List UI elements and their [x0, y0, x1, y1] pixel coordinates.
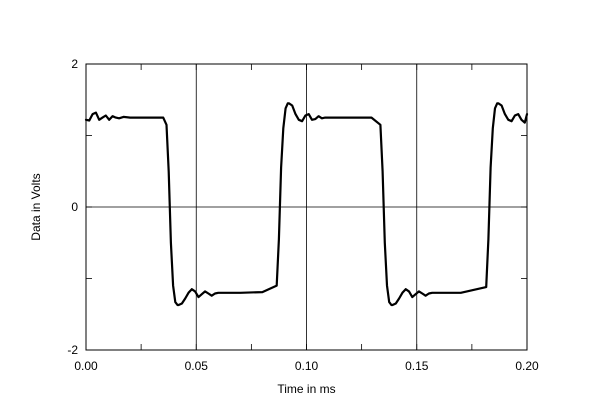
x-tick-label: 0.15	[405, 359, 429, 373]
x-tick-label: 0.05	[185, 359, 209, 373]
x-tick-label: 0.20	[515, 359, 539, 373]
grid	[86, 64, 527, 350]
y-tick-label: 0	[71, 200, 78, 214]
y-tick-label: 2	[71, 57, 78, 71]
x-axis-title: Time in ms	[277, 382, 335, 396]
y-tick-label: -2	[67, 343, 78, 357]
x-tick-label: 0.10	[295, 359, 319, 373]
series-line-1	[84, 102, 529, 307]
y-tick-labels: -2 0 2	[67, 57, 78, 357]
x-tick-label: 0.00	[74, 359, 98, 373]
series-group	[84, 102, 529, 307]
x-tick-labels: 0.00 0.05 0.10 0.15 0.20	[74, 359, 539, 373]
y-axis-title: Data in Volts	[29, 173, 43, 240]
plot-frame	[85, 63, 528, 351]
